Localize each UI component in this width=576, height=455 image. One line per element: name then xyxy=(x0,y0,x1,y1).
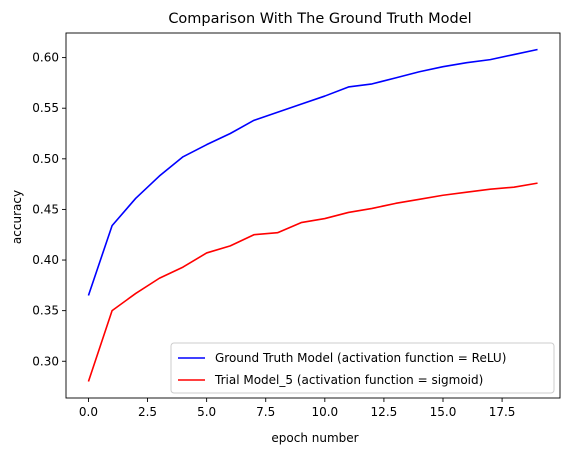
chart-title: Comparison With The Ground Truth Model xyxy=(168,11,471,27)
x-tick-label: 0.0 xyxy=(79,405,98,419)
legend-label-1: Ground Truth Model (activation function … xyxy=(215,351,506,365)
y-tick-label: 0.60 xyxy=(32,51,59,65)
y-tick-label: 0.40 xyxy=(32,253,59,267)
y-tick-label: 0.55 xyxy=(32,101,59,115)
y-tick-label: 0.30 xyxy=(32,354,59,368)
series-line-2 xyxy=(87,182,538,382)
x-tick-label: 10.0 xyxy=(311,405,338,419)
x-tick-label: 7.5 xyxy=(256,405,275,419)
y-tick-label: 0.35 xyxy=(32,304,59,318)
y-tick-label: 0.45 xyxy=(32,202,59,216)
x-tick-label: 2.5 xyxy=(138,405,157,419)
legend-label-2: Trial Model_5 (activation function = sig… xyxy=(214,373,483,387)
x-tick-label: 17.5 xyxy=(489,405,516,419)
plot-frame xyxy=(65,32,561,399)
plot-area: 0.0 2.5 5.0 7.5 10.0 12.5 15.0 17.5 0.30 0.35 0.40… xyxy=(32,32,561,419)
series-line-1 xyxy=(87,48,538,296)
legend-box xyxy=(170,342,555,394)
y-tick-label: 0.50 xyxy=(32,152,59,166)
y-axis-title: accuracy xyxy=(10,190,24,244)
x-axis-title: epoch number xyxy=(271,431,358,445)
x-tick-label: 12.5 xyxy=(371,405,398,419)
x-tick-label: 15.0 xyxy=(430,405,457,419)
x-tick-label: 5.0 xyxy=(197,405,216,419)
